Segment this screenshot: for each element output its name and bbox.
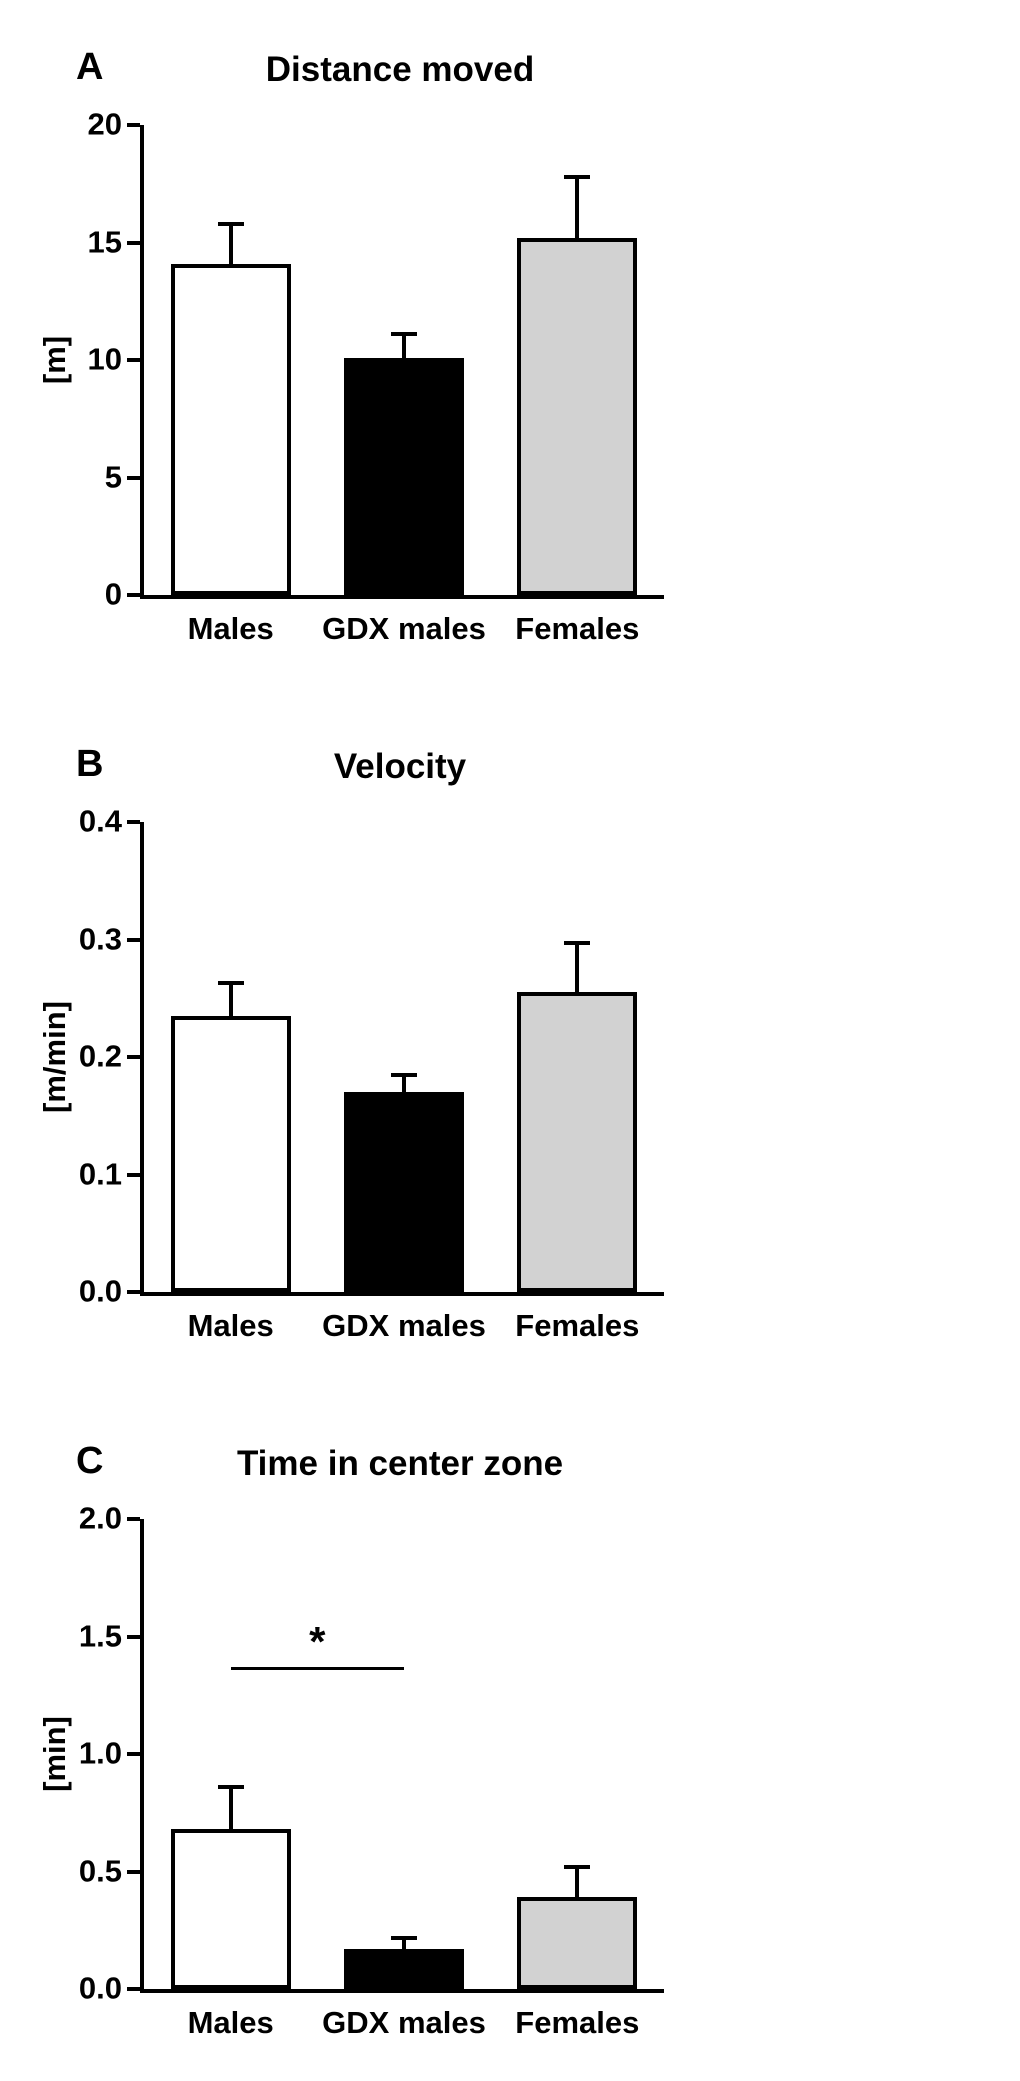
y-tick-label: 0.4	[78, 803, 122, 839]
chart-title-distance-moved: Distance moved	[265, 50, 535, 89]
y-tick-mark	[127, 1172, 140, 1177]
x-category-label-gdx-males: GDX males	[322, 2005, 486, 2040]
y-tick-label: 0.0	[78, 1273, 122, 1309]
error-bar-line-females	[575, 1866, 580, 1900]
x-category-label-females: Females	[515, 611, 640, 646]
y-tick-mark	[127, 1752, 140, 1756]
error-bar-line-males	[228, 1786, 233, 1832]
y-tick-mark	[127, 358, 140, 362]
error-bar-cap-females	[564, 1864, 591, 1869]
bar-females	[517, 1897, 638, 1989]
y-tick-label: 0.5	[78, 1852, 122, 1888]
y-tick-mark	[127, 1290, 140, 1294]
error-bar-line-females	[575, 176, 580, 240]
error-bar-line-males	[228, 223, 233, 266]
y-axis-label-m-per-min: [m/min]	[37, 1001, 72, 1113]
panel-letter-a: A	[76, 46, 104, 88]
bar-males	[170, 263, 291, 595]
y-tick-mark	[127, 1987, 140, 1991]
y-tick-mark	[127, 1517, 140, 1521]
y-tick-label: 20	[87, 106, 122, 142]
error-bar-cap-males	[217, 221, 244, 226]
significance-asterisk: *	[309, 1618, 326, 1666]
y-tick-mark	[127, 1869, 140, 1874]
bar-gdx-males	[344, 1949, 464, 1989]
x-category-label-males: Males	[187, 611, 274, 646]
y-axis-label-m: [m]	[37, 335, 72, 385]
x-category-label-gdx-males: GDX males	[322, 1308, 486, 1343]
y-tick-mark	[127, 820, 140, 824]
error-bar-line-gdx-males	[402, 1074, 406, 1095]
x-category-label-females: Females	[515, 1308, 640, 1343]
error-bar-line-males	[228, 982, 233, 1018]
panel-a-distance-moved: A Distance moved [m] 0 5 10 15 20 Males GDX ma…	[0, 30, 1020, 690]
error-bar-cap-males	[217, 980, 244, 985]
y-tick-mark	[127, 240, 140, 245]
y-tick-label: 1.5	[78, 1617, 122, 1653]
plot-area-velocity: 0.0 0.1 0.2 0.3 0.4 Males GDX males Females	[79, 803, 664, 1343]
y-tick-label: 0	[104, 576, 122, 612]
y-tick-label: 0.0	[78, 1970, 122, 2006]
panel-letter-b: B	[76, 743, 104, 785]
error-bar-cap-females	[564, 174, 591, 179]
x-category-label-males: Males	[187, 1308, 274, 1343]
error-bar-line-gdx-males	[402, 1938, 406, 1952]
bar-gdx-males	[344, 1092, 464, 1292]
y-tick-mark	[127, 1634, 140, 1639]
y-tick-label: 0.2	[78, 1038, 122, 1074]
error-bar-line-gdx-males	[402, 334, 406, 360]
error-bar-line-females	[575, 943, 580, 995]
y-tick-mark	[127, 1055, 140, 1059]
plot-area-time-in-center-zone: 0.0 0.5 1.0 1.5 2.0 Males GDX males Females *	[79, 1500, 664, 2040]
y-tick-label: 10	[87, 341, 122, 377]
x-category-label-gdx-males: GDX males	[322, 611, 486, 646]
panel-b-velocity: B Velocity [m/min] 0.0 0.1 0.2 0.3 0.4 Males G…	[0, 727, 1020, 1387]
bar-males	[170, 1829, 291, 1989]
error-bar-cap-gdx-males	[391, 1936, 417, 1941]
error-bar-cap-females	[564, 941, 591, 946]
y-tick-mark	[127, 937, 140, 942]
chart-title-velocity: Velocity	[333, 747, 467, 786]
plot-area-distance-moved: 0 5 10 15 20 Males GDX males Females	[88, 106, 664, 646]
panel-letter-c: C	[76, 1440, 104, 1482]
y-tick-mark	[127, 123, 140, 127]
chart-title-time-in-center-zone: Time in center zone	[236, 1444, 564, 1483]
error-bar-cap-gdx-males	[391, 332, 417, 337]
y-tick-mark	[127, 593, 140, 597]
y-tick-label: 0.3	[78, 920, 122, 956]
error-bar-cap-gdx-males	[391, 1072, 417, 1077]
y-tick-label: 2.0	[78, 1500, 122, 1536]
bar-gdx-males	[344, 357, 464, 595]
error-bar-cap-males	[217, 1784, 244, 1789]
y-tick-label: 1.0	[78, 1735, 122, 1771]
y-tick-mark	[127, 475, 140, 480]
y-axis-label-min: [min]	[37, 1716, 72, 1792]
y-tick-label: 0.1	[78, 1155, 122, 1191]
bar-females	[517, 237, 638, 595]
y-tick-label: 15	[87, 223, 122, 259]
bar-females	[517, 992, 638, 1292]
x-category-label-females: Females	[515, 2005, 640, 2040]
panel-c-time-in-center-zone: C Time in center zone [min] 0.0 0.5 1.0 1.5…	[0, 1424, 1020, 2081]
bar-males	[170, 1015, 291, 1292]
y-tick-label: 5	[104, 458, 122, 494]
significance-line	[230, 1667, 404, 1670]
x-category-label-males: Males	[187, 2005, 274, 2040]
